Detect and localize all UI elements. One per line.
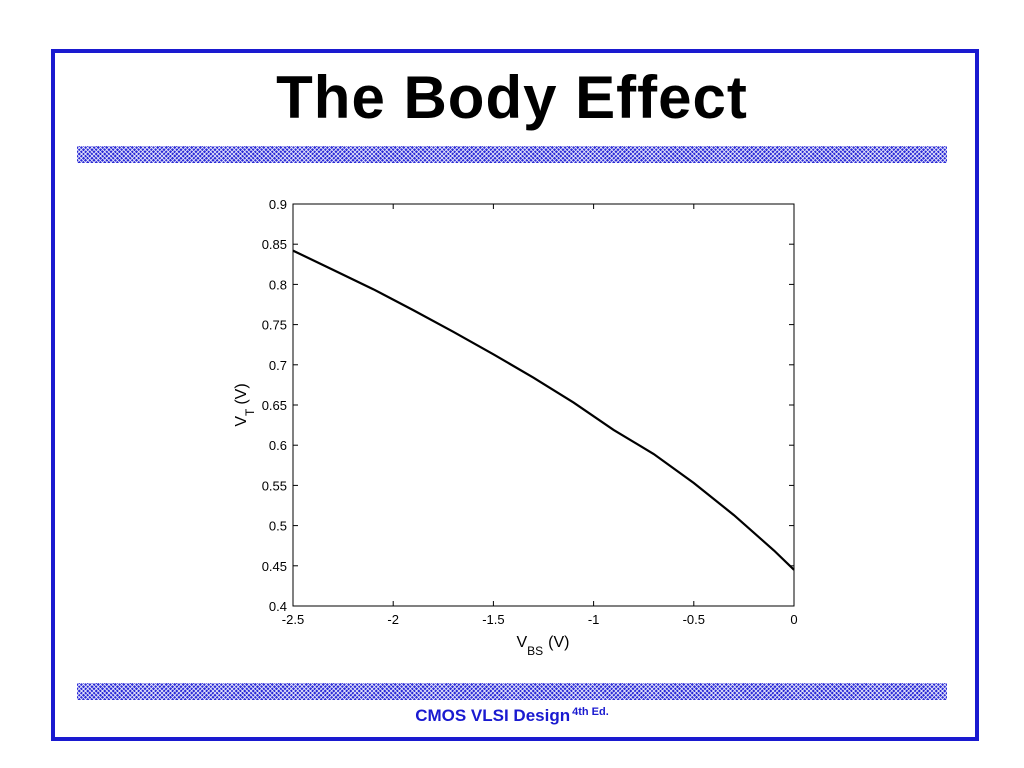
x-tick-label: 0 <box>790 612 797 627</box>
footer: CMOS VLSI Design 4th Ed. <box>0 706 1024 726</box>
x-axis-label: VBS (V) <box>516 634 569 658</box>
y-tick-label: 0.9 <box>269 197 287 212</box>
x-axis-label-unit: (V) <box>548 634 569 651</box>
bottom-divider-band <box>77 683 947 700</box>
y-tick-label: 0.45 <box>262 559 287 574</box>
y-tick-label: 0.85 <box>262 237 287 252</box>
y-axis-label: VT (V) <box>233 383 257 426</box>
y-tick-label: 0.5 <box>269 519 287 534</box>
y-tick-label: 0.65 <box>262 398 287 413</box>
x-tick-label: -0.5 <box>683 612 705 627</box>
y-tick-label: 0.6 <box>269 438 287 453</box>
slide-title: The Body Effect <box>276 64 748 131</box>
axis-ticks <box>292 203 795 607</box>
y-axis-label-sub: T <box>243 408 257 416</box>
footer-edition: 4th Ed. <box>572 706 609 718</box>
x-axis-label-main: V <box>516 634 527 651</box>
y-tick-label: 0.75 <box>262 318 287 333</box>
plot-area <box>292 203 795 607</box>
footer-title: CMOS VLSI Design <box>415 706 571 725</box>
x-tick-label: -2 <box>387 612 399 627</box>
x-tick-label: -1 <box>588 612 600 627</box>
x-tick-label: -2.5 <box>282 612 304 627</box>
y-tick-label: 0.55 <box>262 478 287 493</box>
x-axis-label-sub: BS <box>527 644 543 658</box>
y-axis-label-main: V <box>233 416 250 427</box>
y-tick-label: 0.4 <box>269 599 287 614</box>
y-axis-label-unit: (V) <box>233 383 250 404</box>
y-tick-label: 0.8 <box>269 277 287 292</box>
y-tick-labels: 0.4 0.45 0.5 0.55 0.6 0.65 0.7 0.75 0.8 0.85 0.9 <box>262 197 287 614</box>
top-divider-band <box>77 146 947 163</box>
x-tick-labels: -2.5 -2 -1.5 -1 -0.5 0 <box>282 612 798 627</box>
x-tick-label: -1.5 <box>482 612 504 627</box>
series-line-vt <box>292 249 795 571</box>
y-tick-label: 0.7 <box>269 358 287 373</box>
